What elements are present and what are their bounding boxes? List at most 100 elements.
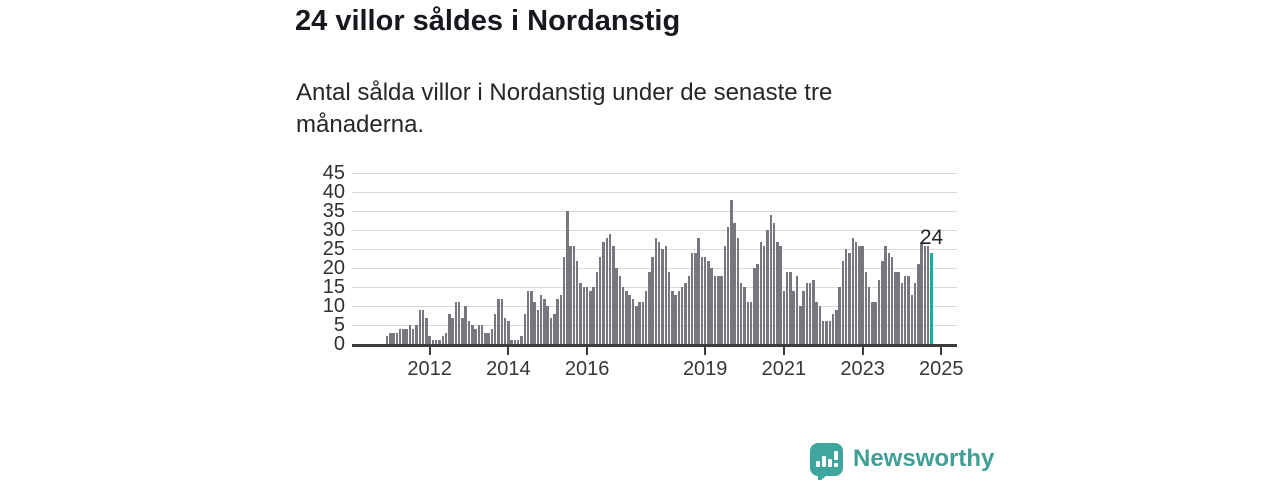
x-axis-label: 2021	[761, 358, 807, 380]
bar	[457, 302, 461, 344]
bar	[598, 256, 602, 344]
bar	[428, 336, 431, 344]
bar	[792, 290, 795, 344]
bar	[779, 245, 782, 344]
bar	[821, 321, 825, 344]
bar	[451, 317, 454, 344]
bar	[654, 237, 658, 344]
x-axis-tick	[704, 346, 707, 355]
bar	[720, 275, 723, 344]
bar	[848, 253, 851, 344]
bar	[421, 309, 425, 344]
x-axis-tick	[507, 346, 510, 355]
bar	[802, 290, 805, 344]
bar	[733, 222, 736, 344]
bar	[874, 302, 877, 344]
bar	[746, 302, 750, 344]
bar	[680, 287, 684, 344]
bar	[566, 211, 569, 344]
bar	[864, 272, 868, 344]
bar	[917, 264, 920, 344]
bar	[516, 340, 520, 344]
bar	[766, 230, 769, 344]
bar	[467, 321, 471, 344]
bar	[438, 340, 441, 344]
chart-subtitle-line2: månaderna.	[296, 111, 425, 138]
bar	[710, 268, 713, 344]
bar	[556, 298, 559, 344]
bar	[717, 275, 720, 344]
bar	[595, 272, 599, 344]
bar	[471, 325, 474, 344]
bar	[398, 328, 402, 344]
bar	[441, 336, 444, 344]
bar	[585, 287, 589, 344]
y-axis-label: 20	[322, 257, 345, 280]
bar	[431, 340, 435, 344]
x-axis-tick	[940, 346, 943, 355]
bar	[890, 256, 894, 344]
bar	[405, 328, 408, 344]
bar	[838, 287, 841, 344]
bar	[569, 245, 572, 344]
bar	[572, 245, 576, 344]
bar	[762, 245, 766, 344]
bar	[385, 336, 389, 344]
bar	[785, 272, 789, 344]
bar	[697, 237, 700, 344]
bar	[799, 306, 802, 344]
y-axis-label: 30	[322, 219, 345, 242]
bar	[913, 283, 917, 344]
bar	[749, 302, 753, 344]
bar	[841, 260, 845, 344]
bar	[641, 302, 645, 344]
bar	[549, 317, 553, 344]
bar	[408, 325, 412, 344]
bar	[579, 283, 582, 344]
bar	[657, 241, 661, 344]
gridline	[352, 249, 957, 251]
bar	[723, 245, 727, 344]
bar	[664, 245, 668, 344]
bar	[395, 332, 399, 344]
gridline	[352, 192, 957, 194]
bar	[769, 215, 772, 344]
bar	[562, 256, 566, 344]
bar	[887, 253, 891, 344]
bar	[411, 328, 415, 344]
bar	[523, 313, 526, 344]
gridline	[352, 306, 957, 308]
bar	[674, 294, 677, 344]
bar	[605, 237, 608, 344]
bar	[625, 290, 628, 344]
bar	[480, 325, 484, 344]
highlighted-bar	[930, 253, 933, 344]
bar	[703, 256, 707, 344]
bar	[815, 302, 818, 344]
bar	[575, 260, 579, 344]
x-axis-line	[352, 344, 957, 347]
x-axis-label: 2025	[919, 358, 964, 380]
bar	[484, 332, 487, 344]
bar	[867, 287, 871, 344]
bar	[389, 332, 392, 344]
y-axis-label: 35	[322, 200, 345, 223]
y-axis-label: 15	[322, 276, 345, 299]
x-axis-label: 2019	[682, 358, 728, 380]
chart-subtitle-line1: Antal sålda villor i Nordanstig under de…	[296, 79, 833, 106]
bar	[415, 325, 418, 344]
bar	[772, 222, 776, 344]
bar	[926, 245, 930, 344]
bar	[530, 290, 533, 344]
bar	[831, 313, 835, 344]
bar	[477, 325, 481, 344]
bar	[612, 245, 615, 344]
x-axis-tick	[586, 346, 589, 355]
bar	[854, 241, 858, 344]
x-axis-tick	[861, 346, 864, 355]
bar	[546, 306, 549, 344]
bar	[756, 264, 759, 344]
bar	[739, 283, 743, 344]
bar	[507, 321, 510, 344]
bar	[923, 245, 927, 344]
